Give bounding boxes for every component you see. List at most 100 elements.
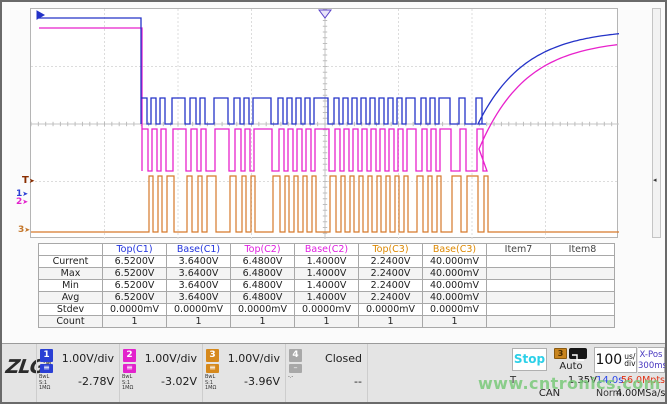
channel-offset[interactable]: -2.78V: [78, 375, 114, 388]
channel-control-3[interactable]: 3 ≡ BwL S:1 1MΩ 1.00V/div -3.96V: [202, 344, 285, 402]
measure-row-label: Min: [38, 279, 103, 292]
channel-scale[interactable]: 1.00V/div: [144, 352, 197, 365]
measure-value-cell: [486, 291, 551, 304]
channel-attrs: BwL S:1 1MΩ: [205, 374, 217, 391]
measure-row-label: Count: [38, 315, 103, 328]
coupling-icon[interactable]: ≡: [123, 364, 136, 373]
measure-column-header[interactable]: Base(C3): [422, 243, 487, 256]
measure-column-header[interactable]: Base(C2): [294, 243, 359, 256]
trace-c1: [39, 17, 619, 125]
run-stop-button[interactable]: Stop: [512, 348, 547, 371]
channel-badge[interactable]: 3: [206, 349, 219, 362]
channel-badge[interactable]: 4: [289, 349, 302, 362]
measure-value-cell: [550, 279, 615, 292]
measure-value-cell: 1: [294, 315, 359, 328]
trigger-type[interactable]: CAN: [538, 388, 561, 399]
measure-column-header[interactable]: Top(C1): [102, 243, 167, 256]
channel-scale[interactable]: 1.00V/div: [227, 352, 280, 365]
channel-scale[interactable]: Closed: [325, 352, 362, 365]
channel-attrs: BwL S:1 1MΩ: [122, 374, 134, 391]
measure-value-cell: 6.4800V: [230, 291, 295, 304]
measure-value-cell: 1.4000V: [294, 267, 359, 280]
level-marker-2[interactable]: 2➤: [16, 197, 29, 207]
table-row: Avg 6.5200V 3.6400V 6.4800V 1.4000V 2.2400V 40…: [38, 291, 615, 304]
waveform-traces: [31, 17, 619, 233]
measure-value-cell: [550, 255, 615, 268]
measure-value-cell: 1: [166, 315, 231, 328]
measure-value-cell: [486, 315, 551, 328]
measure-column-header[interactable]: Top(C2): [230, 243, 295, 256]
channel-controls: 1 ≡ BwL S:1 1MΩ 1.00V/div -2.78V 2 ≡ BwL S:1 1MΩ 1.0…: [36, 344, 368, 402]
site-watermark: www.cntronics.com: [478, 374, 661, 393]
horizontal-position-control[interactable]: X-Pos 300ms: [638, 347, 665, 373]
channel-control-2[interactable]: 2 ≡ BwL S:1 1MΩ 1.00V/div -3.02V: [119, 344, 202, 402]
xpos-value: 300ms: [638, 361, 667, 371]
trace-start-flag-icon: [36, 10, 46, 20]
table-row: Count 1 1 1 1 1 1: [38, 315, 615, 328]
scroll-handle-icon[interactable]: ◂: [653, 176, 657, 184]
channel-control-1[interactable]: 1 ≡ BwL S:1 1MΩ 1.00V/div -2.78V: [36, 344, 119, 402]
trigger-source-badge[interactable]: 3: [554, 348, 567, 359]
trigger-sweep-mode[interactable]: Auto: [559, 361, 583, 372]
measure-value-cell: 6.5200V: [102, 255, 167, 268]
measure-corner-cell: [38, 243, 103, 256]
measure-value-cell: 0.0000mV: [422, 303, 487, 316]
trace-c3: [31, 175, 619, 233]
trigger-edge-icon[interactable]: [569, 348, 587, 361]
channel-offset[interactable]: -3.02V: [161, 375, 197, 388]
timebase-control[interactable]: 100 us/ div: [594, 347, 637, 373]
trigger-level-value[interactable]: 1.35V: [567, 375, 597, 386]
measure-value-cell: 6.4800V: [230, 255, 295, 268]
trigger-position-marker[interactable]: [318, 9, 332, 19]
table-row: Min 6.5200V 3.6400V 6.4800V 1.4000V 2.2400V 40…: [38, 279, 615, 292]
measure-value-cell: [486, 303, 551, 316]
coupling-icon[interactable]: –: [289, 364, 302, 373]
channel-offset[interactable]: -3.96V: [244, 375, 280, 388]
measure-value-cell: [550, 267, 615, 280]
channel-offset[interactable]: --: [354, 375, 362, 388]
vertical-scroll-track[interactable]: ◂: [652, 8, 661, 238]
record-length-time: 14.0s: [596, 375, 624, 386]
channel-control-4[interactable]: 4 – -.- Closed --: [285, 344, 368, 402]
measure-column-header[interactable]: Item8: [550, 243, 615, 256]
sample-rate: 4.00MSa/s: [616, 388, 666, 399]
measure-column-header[interactable]: Item7: [486, 243, 551, 256]
waveform-display[interactable]: [30, 8, 619, 239]
level-marker-1[interactable]: 1➤: [16, 189, 29, 199]
measure-value-cell: 0.0000mV: [358, 303, 423, 316]
measure-value-cell: 40.000mV: [422, 255, 487, 268]
measure-value-cell: [550, 303, 615, 316]
channel-badge[interactable]: 1: [40, 349, 53, 362]
measure-value-cell: [550, 291, 615, 304]
xpos-label: X-Pos: [639, 350, 663, 360]
coupling-icon[interactable]: ≡: [40, 364, 53, 373]
channel-scale[interactable]: 1.00V/div: [61, 352, 114, 365]
measure-row-label: Avg: [38, 291, 103, 304]
level-marker-t[interactable]: T➤: [22, 175, 35, 186]
measure-row-label: Current: [38, 255, 103, 268]
coupling-icon[interactable]: ≡: [206, 364, 219, 373]
measure-value-cell: 2.2400V: [358, 255, 423, 268]
measure-value-cell: 6.4800V: [230, 279, 295, 292]
sample-mode: Norm.: [596, 388, 625, 399]
channel-badge[interactable]: 2: [123, 349, 136, 362]
graticule-grid: [31, 9, 619, 239]
measure-value-cell: 1: [230, 315, 295, 328]
measure-value-cell: [486, 279, 551, 292]
status-bar: ZLG® 1≡BwLS:11MΩ1.00V/div-2.78V2≡BwLS:11…: [2, 343, 665, 402]
measure-column-header[interactable]: Base(C1): [166, 243, 231, 256]
measure-column-header[interactable]: Top(C3): [358, 243, 423, 256]
level-marker-3[interactable]: 3➤: [18, 225, 31, 235]
measure-value-cell: 6.5200V: [102, 279, 167, 292]
measure-value-cell: 40.000mV: [422, 279, 487, 292]
table-row: Max 6.5200V 3.6400V 6.4800V 1.4000V 2.2400V 40…: [38, 267, 615, 280]
table-row: Stdev 0.0000mV 0.0000mV 0.0000mV 0.0000mV 0.0…: [38, 303, 615, 316]
timebase-value: 100: [595, 352, 623, 368]
measure-value-cell: 3.6400V: [166, 255, 231, 268]
measure-value-cell: 3.6400V: [166, 291, 231, 304]
measure-value-cell: 2.2400V: [358, 291, 423, 304]
measure-value-cell: 0.0000mV: [102, 303, 167, 316]
measure-value-cell: 40.000mV: [422, 267, 487, 280]
measure-value-cell: [550, 315, 615, 328]
